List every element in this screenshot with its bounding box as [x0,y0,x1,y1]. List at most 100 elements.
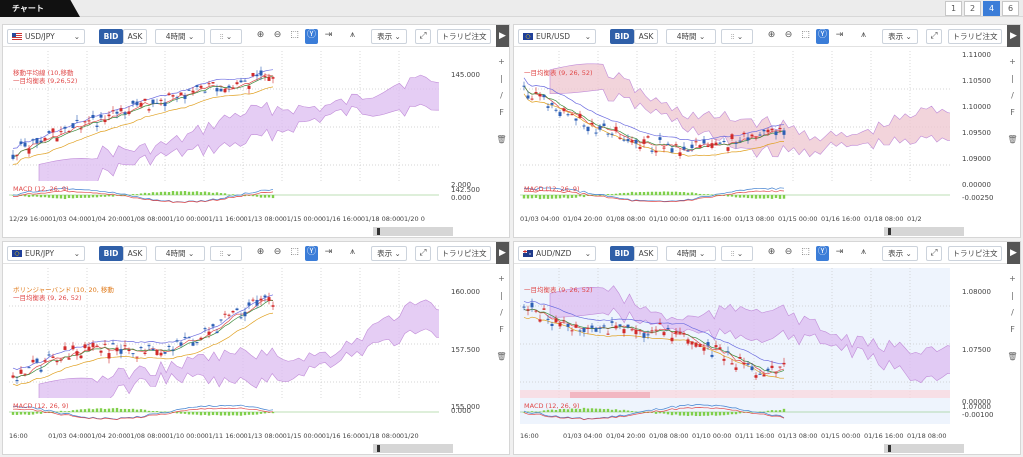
trend-line-icon[interactable]: / [500,308,503,317]
zoom-in-icon[interactable]: ⊕ [765,246,778,261]
page-button-2[interactable]: 2 [964,1,981,16]
chart-type-select[interactable]: ⫶⫶ ⌄ [721,246,753,261]
zoom-in-icon[interactable]: ⊕ [254,246,267,261]
trash-icon[interactable]: 🗑 [496,352,507,361]
symbol-select[interactable]: AUD/NZD ⌄ [518,246,596,261]
bid-button[interactable]: BID [99,246,123,261]
symbol-select[interactable]: EUR/JPY ⌄ [7,246,85,261]
price-label-icon[interactable]: Ⓨ [816,29,829,44]
side-panel-toggle[interactable]: ▶ [496,242,509,264]
price-label-icon[interactable]: Ⓨ [305,29,318,44]
trendline-order-button[interactable]: トラリピ注文 [948,246,1002,261]
price-label-icon[interactable]: Ⓨ [305,246,318,261]
fibonacci-icon[interactable]: F [1010,108,1015,117]
vertical-line-icon[interactable]: | [1011,74,1014,83]
zoom-in-icon[interactable]: ⊕ [765,29,778,44]
ask-button[interactable]: ASK [634,246,658,261]
price-chart[interactable] [9,268,439,418]
expand-icon[interactable]: ⤢ [415,246,431,261]
fibonacci-icon[interactable]: F [499,108,504,117]
trendline-order-button[interactable]: トラリピ注文 [437,29,491,44]
expand-icon[interactable]: ⤢ [926,246,942,261]
side-panel-toggle[interactable]: ▶ [1007,242,1020,264]
trash-icon[interactable]: 🗑 [1007,135,1018,144]
scrollbar-thumb[interactable] [377,445,380,452]
macd-chart[interactable] [9,181,439,207]
zoom-out-icon[interactable]: ⊖ [271,29,284,44]
ask-button[interactable]: ASK [123,29,147,44]
display-menu[interactable]: 表示 ⌄ [882,29,918,44]
expand-icon[interactable]: ⤢ [926,29,942,44]
plus-icon[interactable]: + [1009,57,1016,66]
side-panel-toggle[interactable]: ▶ [496,25,509,47]
page-button-4[interactable]: 4 [983,1,1000,16]
indicator-icon[interactable]: ⩚ [346,29,359,44]
fibonacci-icon[interactable]: F [1010,325,1015,334]
scrollbar-thumb[interactable] [377,228,380,235]
plus-icon[interactable]: + [498,274,505,283]
macd-chart[interactable] [520,398,950,424]
zoom-out-icon[interactable]: ⊖ [271,246,284,261]
chart-type-select[interactable]: ⫶⫶ ⌄ [210,246,242,261]
expand-icon[interactable]: ⤢ [415,29,431,44]
price-chart[interactable] [9,51,439,201]
display-menu[interactable]: 表示 ⌄ [371,29,407,44]
macd-chart[interactable] [9,398,439,424]
chart-type-select[interactable]: ⫶⫶ ⌄ [721,29,753,44]
trend-line-icon[interactable]: / [1011,91,1014,100]
timeframe-select[interactable]: 4時間 ⌄ [155,29,205,44]
chart-type-select[interactable]: ⫶⫶ ⌄ [210,29,242,44]
timeframe-select[interactable]: 4時間 ⌄ [666,246,716,261]
display-menu[interactable]: 表示 ⌄ [882,246,918,261]
trash-icon[interactable]: 🗑 [1007,352,1018,361]
ask-button[interactable]: ASK [123,246,147,261]
scroll-end-icon[interactable]: ⇥ [833,246,846,261]
chart-scrollbar[interactable] [373,227,453,236]
scrollbar-thumb[interactable] [888,445,891,452]
chart-scrollbar[interactable] [373,444,453,453]
price-chart[interactable] [520,51,950,201]
indicator-icon[interactable]: ⩚ [857,29,870,44]
timeframe-select[interactable]: 4時間 ⌄ [666,29,716,44]
bid-button[interactable]: BID [99,29,123,44]
chart-scrollbar[interactable] [884,444,964,453]
fit-icon[interactable]: ⬚ [288,246,301,261]
side-panel-toggle[interactable]: ▶ [1007,25,1020,47]
scrollbar-thumb[interactable] [888,228,891,235]
fit-icon[interactable]: ⬚ [799,246,812,261]
zoom-out-icon[interactable]: ⊖ [782,246,795,261]
scroll-end-icon[interactable]: ⇥ [322,246,335,261]
page-button-1[interactable]: 1 [945,1,962,16]
fibonacci-icon[interactable]: F [499,325,504,334]
page-button-6[interactable]: 6 [1002,1,1019,16]
trash-icon[interactable]: 🗑 [496,135,507,144]
chart-scrollbar[interactable] [884,227,964,236]
indicator-icon[interactable]: ⩚ [346,246,359,261]
bid-button[interactable]: BID [610,29,634,44]
macd-chart[interactable] [520,181,950,207]
timeframe-select[interactable]: 4時間 ⌄ [155,246,205,261]
trendline-order-button[interactable]: トラリピ注文 [948,29,1002,44]
plus-icon[interactable]: + [498,57,505,66]
scroll-end-icon[interactable]: ⇥ [322,29,335,44]
vertical-line-icon[interactable]: | [1011,291,1014,300]
price-label-icon[interactable]: Ⓨ [816,246,829,261]
price-chart[interactable] [520,268,950,418]
vertical-line-icon[interactable]: | [500,74,503,83]
symbol-select[interactable]: USD/JPY ⌄ [7,29,85,44]
trend-line-icon[interactable]: / [1011,308,1014,317]
display-menu[interactable]: 表示 ⌄ [371,246,407,261]
vertical-line-icon[interactable]: | [500,291,503,300]
zoom-out-icon[interactable]: ⊖ [782,29,795,44]
scroll-end-icon[interactable]: ⇥ [833,29,846,44]
trendline-order-button[interactable]: トラリピ注文 [437,246,491,261]
tab-chart[interactable]: チャート [0,0,80,17]
bid-button[interactable]: BID [610,246,634,261]
indicator-icon[interactable]: ⩚ [857,246,870,261]
ask-button[interactable]: ASK [634,29,658,44]
fit-icon[interactable]: ⬚ [288,29,301,44]
zoom-in-icon[interactable]: ⊕ [254,29,267,44]
symbol-select[interactable]: EUR/USD ⌄ [518,29,596,44]
plus-icon[interactable]: + [1009,274,1016,283]
fit-icon[interactable]: ⬚ [799,29,812,44]
